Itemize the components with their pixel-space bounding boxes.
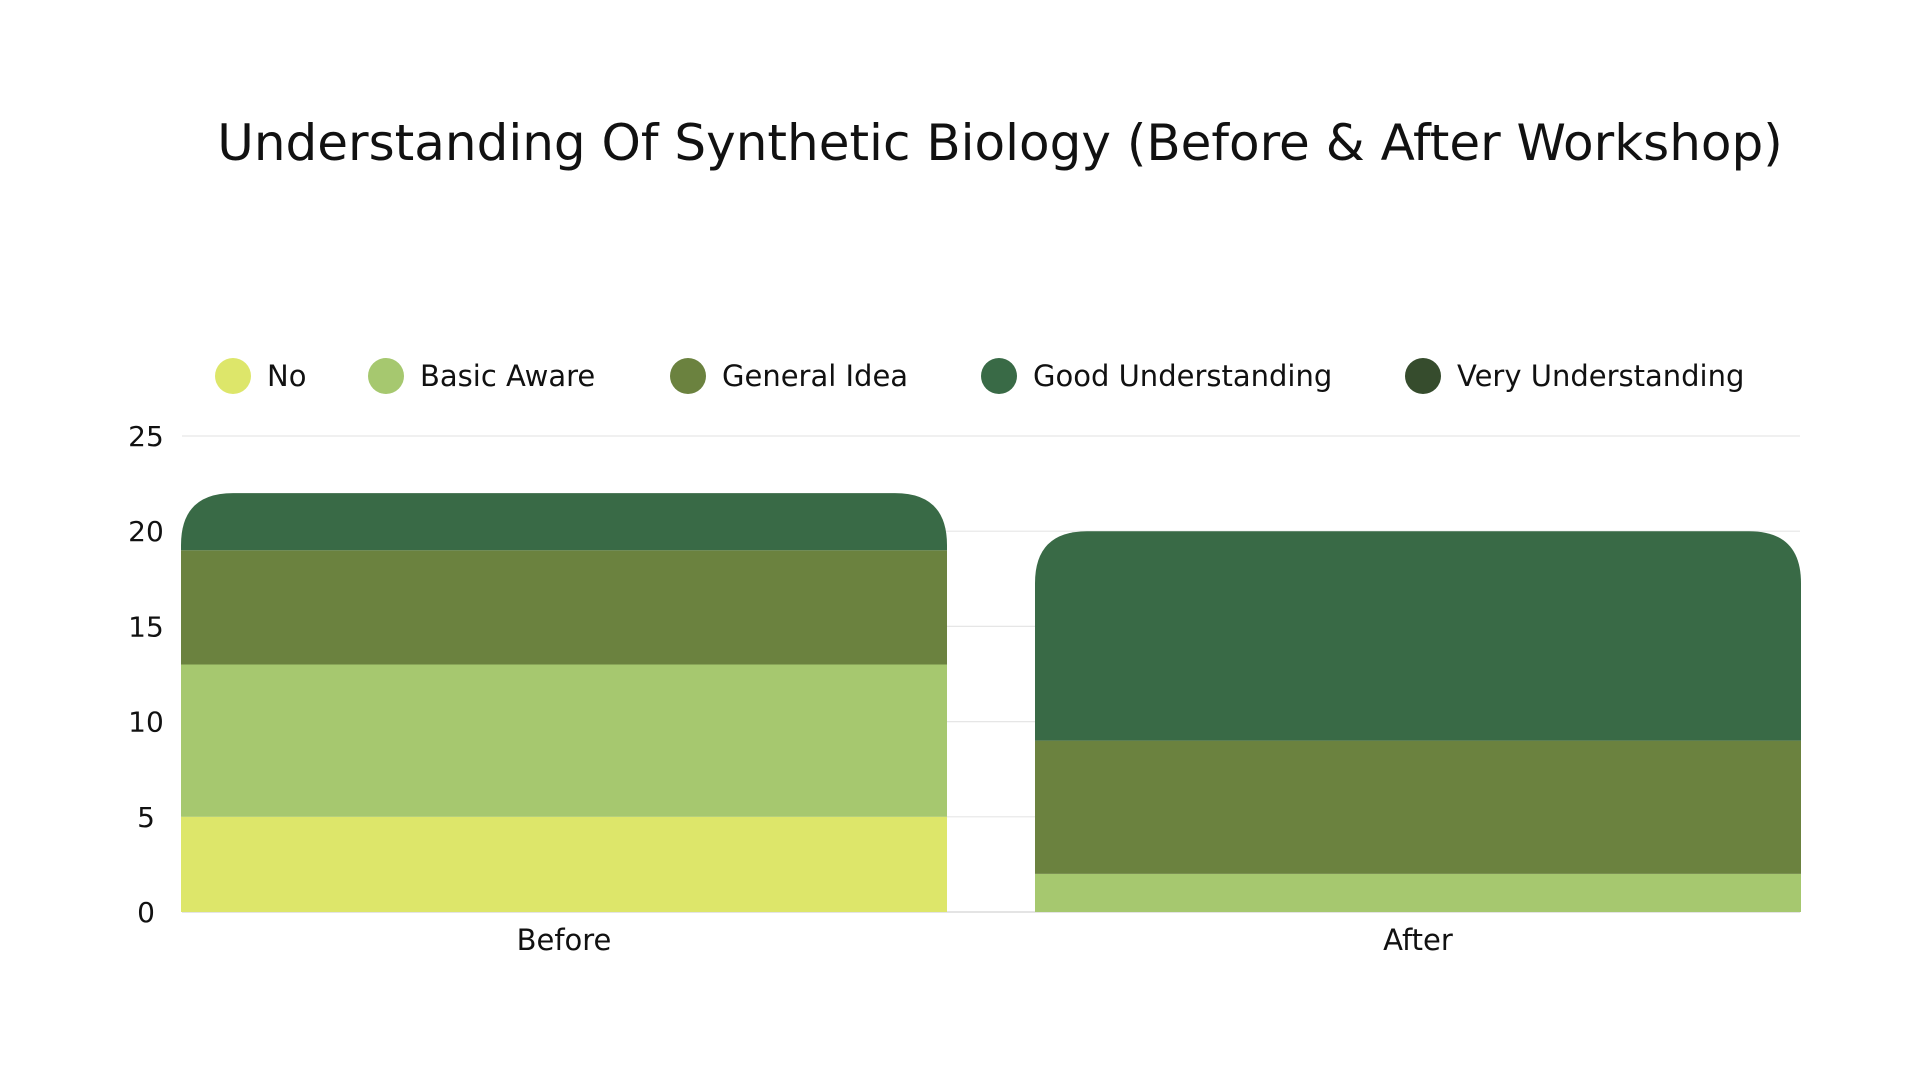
legend-item-general-idea: General Idea (670, 358, 908, 394)
y-tick-label: 5 (137, 801, 155, 834)
legend-label: General Idea (722, 359, 908, 393)
y-tick-label: 10 (128, 706, 164, 739)
legend-marker (1405, 358, 1441, 394)
legend-item-basic-aware: Basic Aware (368, 358, 595, 394)
y-tick-label: 15 (128, 610, 164, 643)
x-tick-label-after: After (1383, 923, 1453, 957)
legend-label: No (267, 359, 306, 393)
y-tick-label: 0 (137, 896, 155, 929)
y-tick-label: 20 (128, 515, 164, 548)
legend-label: Basic Aware (420, 359, 595, 393)
legend-marker (981, 358, 1017, 394)
bar-segment-good-understanding-before (181, 493, 947, 551)
legend-marker (215, 358, 251, 394)
legend-item-good-understanding: Good Understanding (981, 358, 1332, 394)
chart-title: Understanding Of Synthetic Biology (Befo… (217, 114, 1782, 172)
bar-segment-basic-aware-before (181, 664, 947, 817)
y-axis-ticks: 0 5 10 15 20 25 (128, 420, 164, 929)
legend-marker (368, 358, 404, 394)
bar-segment-general-idea-after (1035, 740, 1801, 874)
bar-segment-general-idea-before (181, 550, 947, 665)
bar-segment-no-before (181, 816, 947, 912)
x-axis-ticks: Before After (517, 923, 1453, 957)
bars (181, 493, 1801, 912)
legend-item-no: No (215, 358, 306, 394)
legend-item-very-understanding: Very Understanding (1405, 358, 1744, 394)
y-tick-label: 25 (128, 420, 164, 453)
x-tick-label-before: Before (517, 923, 612, 957)
legend-marker (670, 358, 706, 394)
bar-segment-good-understanding-after (1035, 531, 1801, 741)
legend-label: Very Understanding (1457, 359, 1744, 393)
bar-segment-basic-aware-after (1035, 873, 1801, 912)
legend-label: Good Understanding (1033, 359, 1332, 393)
legend: No Basic Aware General Idea Good Understand… (215, 358, 1744, 394)
